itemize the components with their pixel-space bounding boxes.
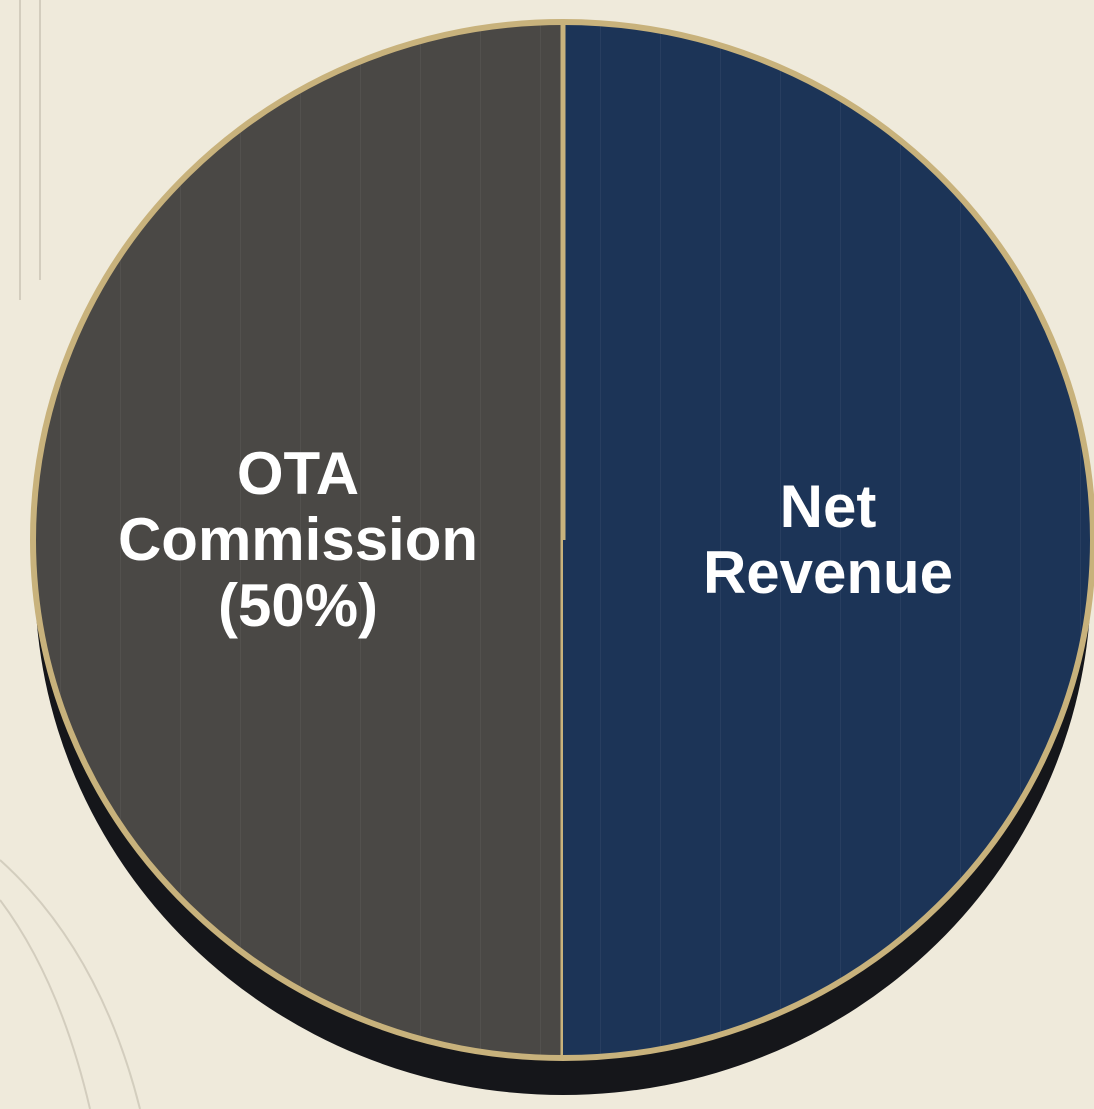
slice-label-box: OTA Commission (50%) <box>117 440 479 639</box>
slice-label: OTA Commission (50%) <box>117 440 479 639</box>
background-sketch <box>0 0 141 1109</box>
slice-label: Net Revenue <box>702 473 954 606</box>
pie-rim <box>30 19 1094 1061</box>
slice-label-box: Net Revenue <box>702 473 954 606</box>
